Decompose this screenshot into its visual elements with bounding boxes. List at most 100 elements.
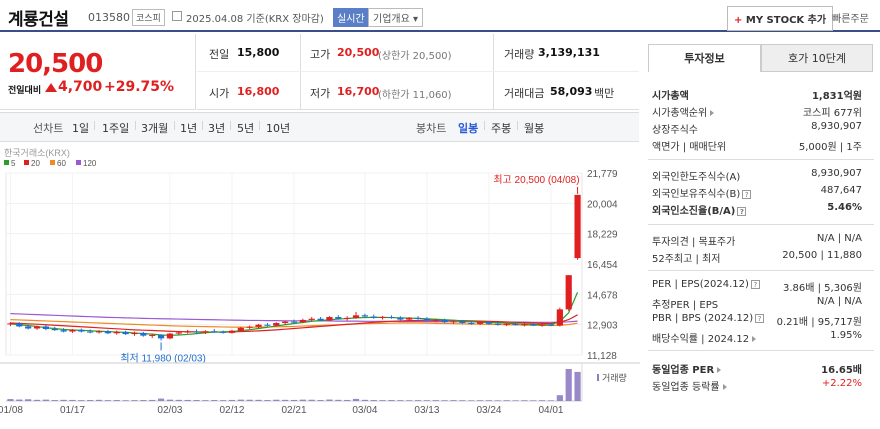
volume-bar bbox=[220, 400, 227, 401]
candle-chart-label: 봉차트 bbox=[416, 122, 447, 135]
divider: | bbox=[258, 121, 262, 131]
candle-body bbox=[42, 326, 49, 329]
volume-bar bbox=[140, 400, 147, 401]
volume-label: 거래량 bbox=[504, 48, 535, 61]
candle-body bbox=[16, 323, 23, 327]
volume-bar bbox=[414, 400, 422, 401]
info-row: 외국인소진율(B/A)? 5.46% bbox=[652, 202, 862, 218]
quick-order-link[interactable]: 빠른주문 bbox=[832, 14, 869, 25]
info-row-label: 52주최고 | 최저 bbox=[652, 254, 721, 265]
period-5y[interactable]: 5년 bbox=[237, 122, 255, 135]
current-price: 20,500 bbox=[8, 49, 103, 79]
info-row-value: 3.86배 | 5,306원 bbox=[782, 283, 862, 294]
chevron-right-icon[interactable] bbox=[722, 384, 727, 390]
info-row-value: N/A | N/A bbox=[816, 233, 862, 244]
mystock-add-button[interactable]: + MY STOCK 추가 bbox=[727, 6, 834, 31]
info-row-value: 0.21배 | 95,717원 bbox=[776, 317, 862, 328]
low-value: 16,700 bbox=[337, 85, 380, 98]
price-change: 4,700 bbox=[58, 79, 103, 95]
volume-bar bbox=[397, 400, 404, 401]
amount-unit: 백만 bbox=[594, 87, 615, 100]
volume-bar bbox=[33, 399, 41, 401]
period-3m[interactable]: 3개월 bbox=[141, 122, 169, 135]
period-monthly[interactable]: 월봉 bbox=[524, 122, 545, 135]
info-row-value: 8,930,907 bbox=[811, 168, 862, 179]
info-row-label: 투자의견 | 목표주가 bbox=[652, 237, 736, 248]
candle-body bbox=[388, 317, 395, 319]
info-row-label: 추정PER | EPS bbox=[652, 300, 719, 311]
info-row-value: 코스피 677위 bbox=[802, 108, 862, 119]
volume-bar bbox=[87, 400, 94, 401]
period-daily[interactable]: 일봉 bbox=[458, 122, 479, 135]
divider: | bbox=[229, 121, 233, 131]
candle-body bbox=[485, 322, 493, 324]
price-chart[interactable]: 11,128 12,903 14,678 16,454 18,229 20,004 21,7… bbox=[0, 145, 640, 429]
period-1w[interactable]: 1주일 bbox=[102, 122, 130, 135]
chevron-right-icon[interactable] bbox=[717, 367, 722, 373]
divider bbox=[648, 350, 874, 351]
volume-bar bbox=[432, 400, 439, 401]
help-icon[interactable]: ? bbox=[742, 189, 752, 199]
company-overview-dropdown[interactable]: 기업개요 ▾ bbox=[368, 8, 424, 27]
volume-bar bbox=[51, 400, 58, 401]
volume-bar bbox=[476, 400, 484, 401]
candle-body bbox=[361, 315, 368, 317]
volume-bar bbox=[290, 399, 298, 401]
prev-close-value: 15,800 bbox=[237, 46, 280, 59]
info-row: PER | EPS(2024.12)? 3.86배 | 5,306원 bbox=[652, 279, 862, 295]
volume-bar bbox=[42, 399, 49, 401]
ma20-line bbox=[10, 314, 578, 333]
volume-bar bbox=[441, 400, 448, 401]
realtime-button[interactable]: 실시간 bbox=[333, 8, 369, 27]
period-3y[interactable]: 3년 bbox=[208, 122, 226, 135]
candle-body bbox=[220, 331, 227, 333]
y-tick-label: 14,678 bbox=[587, 290, 618, 301]
tab-invest-info[interactable]: 투자정보 bbox=[648, 44, 761, 72]
price-change-rate: +29.75% bbox=[104, 79, 175, 95]
divider: | bbox=[93, 121, 97, 131]
period-1y[interactable]: 1년 bbox=[180, 122, 198, 135]
candle-body bbox=[87, 331, 94, 333]
help-icon[interactable]: ? bbox=[750, 279, 760, 289]
volume-bar bbox=[16, 399, 23, 401]
candle-body bbox=[547, 324, 555, 326]
volume-bar bbox=[78, 400, 85, 401]
period-weekly[interactable]: 주봉 bbox=[491, 122, 512, 135]
company-overview-label: 기업개요 bbox=[373, 14, 410, 25]
period-toolbar bbox=[0, 112, 639, 142]
volume-bar bbox=[104, 400, 112, 401]
period-1d[interactable]: 1일 bbox=[72, 122, 90, 135]
up-arrow-icon bbox=[45, 83, 57, 92]
legend-label: 5 bbox=[11, 159, 16, 168]
info-row: 동일업종 등락률 +2.22% bbox=[652, 378, 862, 394]
base-date: 2025.04.08 기준(KRX 장마감) bbox=[186, 14, 324, 25]
volume-bar bbox=[175, 399, 182, 401]
period-10y[interactable]: 10년 bbox=[266, 122, 291, 135]
amount-label: 거래대금 bbox=[504, 87, 545, 100]
info-row-label: PBR | BPS (2024.12)? bbox=[652, 313, 765, 324]
volume-bar bbox=[255, 399, 262, 401]
legend-label: 60 bbox=[57, 159, 66, 168]
candle-body bbox=[184, 331, 191, 333]
help-icon[interactable]: ? bbox=[737, 206, 747, 216]
volume-bar bbox=[352, 398, 360, 401]
tab-orderbook[interactable]: 호가 10단계 bbox=[761, 44, 873, 72]
divider: | bbox=[134, 121, 138, 131]
info-row-value: 16.65배 bbox=[821, 365, 862, 376]
open-value: 16,800 bbox=[237, 85, 280, 98]
candle-body bbox=[326, 317, 333, 321]
volume-bar bbox=[299, 399, 306, 401]
help-icon[interactable]: ? bbox=[755, 313, 765, 323]
candle-body bbox=[335, 317, 342, 319]
volume-bar bbox=[211, 400, 218, 401]
divider bbox=[493, 34, 494, 110]
candle-body bbox=[468, 323, 475, 325]
info-row-label: 외국인소진율(B/A)? bbox=[652, 202, 747, 217]
candle-body bbox=[414, 317, 422, 319]
volume-bar bbox=[149, 399, 156, 401]
chevron-right-icon[interactable] bbox=[710, 110, 715, 116]
info-row: 액면가 | 매매단위 5,000원 | 1주 bbox=[652, 138, 862, 154]
chevron-right-icon[interactable] bbox=[752, 336, 757, 342]
info-row-value: 5,000원 | 1주 bbox=[798, 142, 862, 153]
candle-body bbox=[33, 326, 41, 329]
